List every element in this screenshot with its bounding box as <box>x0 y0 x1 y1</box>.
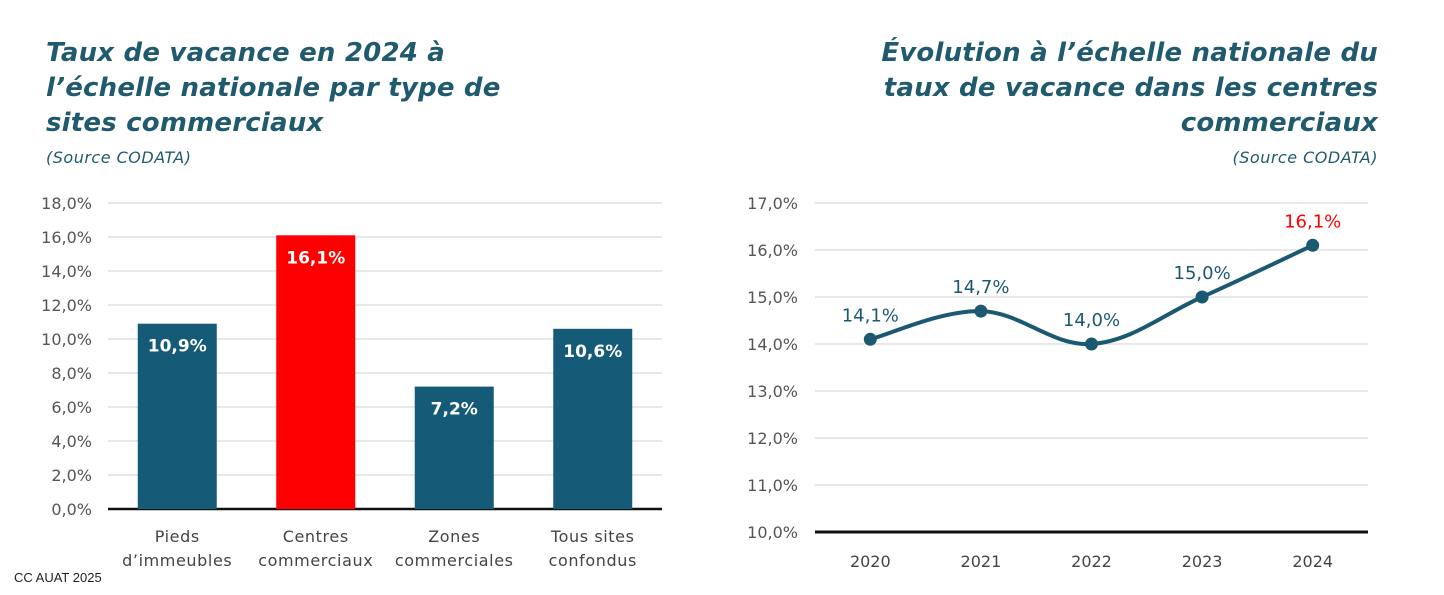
y-tick-label: 12,0% <box>41 296 92 315</box>
bar-chart-source: (Source CODATA) <box>46 148 192 167</box>
bar <box>553 328 633 509</box>
x-tick-label: 2020 <box>850 552 891 571</box>
bar <box>414 386 494 509</box>
y-tick-label: 0,0% <box>51 500 92 519</box>
line-chart: 10,0% 11,0% 12,0% 13,0% 14,0% 15,0% 16,0% 17,0%… <box>747 194 1368 571</box>
x-category-label: commerciaux <box>258 551 373 570</box>
x-category-label: d’immeubles <box>122 551 232 570</box>
y-tick-label: 11,0% <box>747 476 798 495</box>
x-category-label: Centres <box>283 527 349 546</box>
y-tick-label: 15,0% <box>747 288 798 307</box>
y-tick-label: 10,0% <box>747 523 798 542</box>
data-point <box>1306 238 1320 252</box>
bar-value-label: 16,1% <box>286 248 345 268</box>
data-value-label: 14,1% <box>842 305 899 326</box>
line-chart-title: Évolution à l’échelle nationale du taux … <box>881 38 1378 138</box>
x-tick-label: 2022 <box>1071 552 1112 571</box>
data-point <box>974 304 988 318</box>
y-tick-label: 12,0% <box>747 429 798 448</box>
x-tick-label: 2024 <box>1292 552 1333 571</box>
y-tick-label: 16,0% <box>747 241 798 260</box>
y-tick-label: 4,0% <box>51 432 92 451</box>
data-point <box>1085 337 1098 351</box>
y-tick-label: 14,0% <box>747 335 798 354</box>
data-value-label: 16,1% <box>1284 211 1341 232</box>
data-point <box>1195 290 1209 304</box>
data-point <box>863 332 877 346</box>
line-chart-source: (Source CODATA) <box>1232 148 1378 167</box>
data-value-label: 15,0% <box>1174 263 1231 284</box>
bar-value-label: 10,9% <box>148 337 207 357</box>
x-category-label: Pieds <box>155 527 200 546</box>
y-tick-label: 14,0% <box>41 262 92 281</box>
data-value-label: 14,0% <box>1063 310 1120 331</box>
copyright-credit: CC AUAT 2025 <box>14 570 102 585</box>
y-tick-label: 10,0% <box>41 330 92 349</box>
y-tick-label: 6,0% <box>51 398 92 417</box>
bar-chart-title: Taux de vacance en 2024 à l’échelle nati… <box>46 38 501 138</box>
y-tick-label: 17,0% <box>747 194 798 213</box>
x-category-label: commerciales <box>395 551 514 570</box>
bar-value-label: 7,2% <box>431 400 478 420</box>
data-value-label: 14,7% <box>952 277 1009 298</box>
x-category-label: Zones <box>428 527 480 546</box>
x-tick-label: 2021 <box>961 552 1002 571</box>
bar-chart: 0,0% 2,0% 4,0% 6,0% 8,0% 10,0% 12,0% 14,0% 16,0%… <box>41 194 662 570</box>
bar <box>276 235 356 510</box>
y-tick-label: 8,0% <box>51 364 92 383</box>
y-tick-label: 16,0% <box>41 228 92 247</box>
y-tick-label: 2,0% <box>51 466 92 485</box>
y-tick-label: 13,0% <box>747 382 798 401</box>
x-tick-label: 2023 <box>1182 552 1223 571</box>
bar-value-label: 10,6% <box>563 342 622 362</box>
x-category-label: confondus <box>549 551 637 570</box>
x-category-label: Tous sites <box>550 527 635 546</box>
bar <box>137 323 217 509</box>
y-tick-label: 18,0% <box>41 194 92 213</box>
